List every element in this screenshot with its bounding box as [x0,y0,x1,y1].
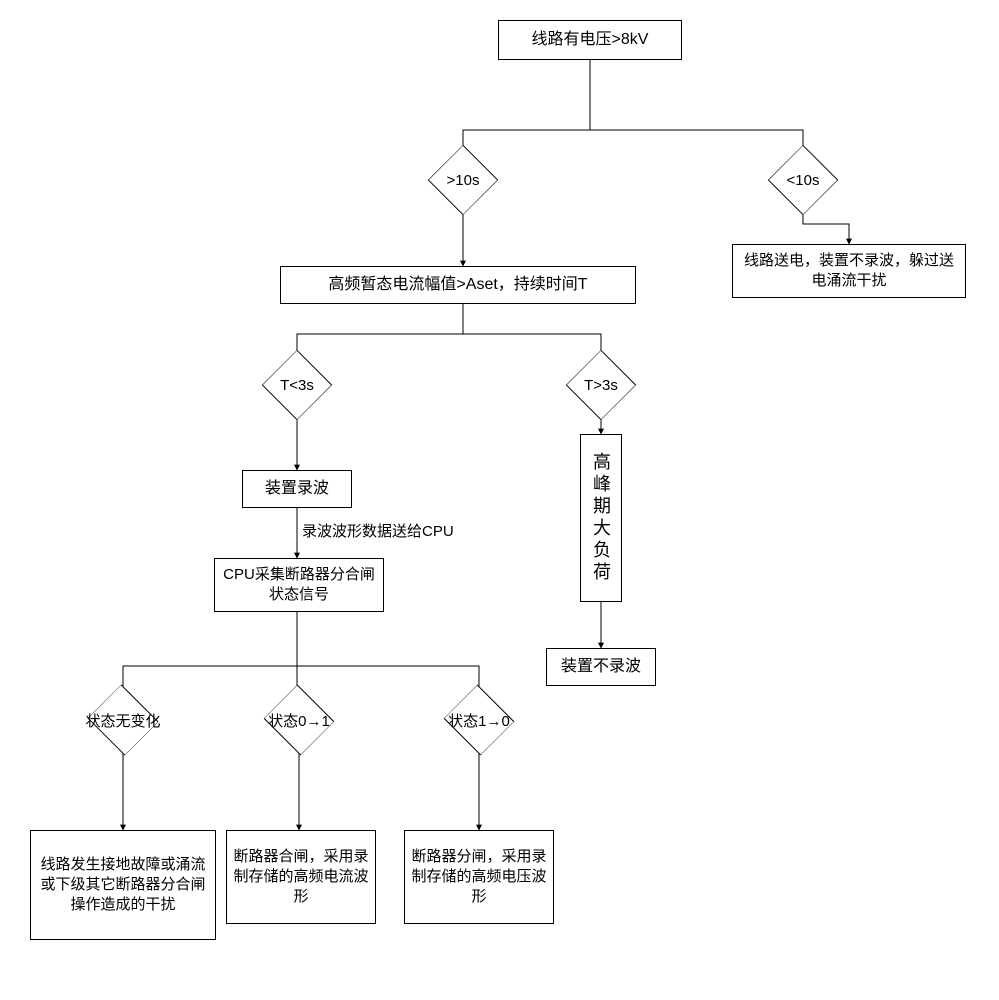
decision-lt10s: <10s [758,155,848,205]
node-label: 线路有电压>8kV [532,29,649,51]
edge-label-cpu: 录波波形数据送给CPU [302,520,454,541]
decision-state-0-1: 状态0→1 [234,696,364,744]
node-record: 装置录波 [242,470,352,508]
node-label: 状态无变化 [85,710,160,731]
node-label: 装置不录波 [561,656,641,678]
node-label: T<3s [280,377,314,394]
node-label: 装置录波 [265,478,329,500]
node-start: 线路有电压>8kV [498,20,682,60]
decision-state-1-0: 状态1→0 [414,696,544,744]
node-label: T>3s [584,377,618,394]
node-out-breaker-open: 断路器分闸，采用录制存储的高频电压波形 [404,830,554,924]
node-label: 高频暂态电流幅值>Aset，持续时间T [328,274,587,296]
node-no-record: 装置不录波 [546,648,656,686]
node-label: 高峰期大负荷 [588,452,614,584]
node-out-ground-fault: 线路发生接地故障或涌流或下级其它断路器分合闸操作造成的干扰 [30,830,216,940]
decision-t-lt3s: T<3s [252,360,342,410]
node-label: 线路发生接地故障或涌流或下级其它断路器分合闸操作造成的干扰 [37,855,209,916]
node-peak-load: 高峰期大负荷 [580,434,622,602]
node-label: >10s [447,172,480,189]
node-label: 断路器合闸，采用录制存储的高频电流波形 [233,847,369,908]
node-no-record-inrush: 线路送电，装置不录波，躲过送电涌流干扰 [732,244,966,298]
node-cpu: CPU采集断路器分合闸状态信号 [214,558,384,612]
node-label: <10s [787,172,820,189]
node-label: 断路器分闸，采用录制存储的高频电压波形 [411,847,547,908]
node-label: 线路送电，装置不录波，躲过送电涌流干扰 [739,251,959,292]
decision-state-unchanged: 状态无变化 [48,696,198,744]
node-label: 状态1→0 [448,710,510,731]
decision-gt10s: >10s [418,155,508,205]
node-label: 状态0→1 [268,710,330,731]
node-out-breaker-close: 断路器合闸，采用录制存储的高频电流波形 [226,830,376,924]
decision-t-gt3s: T>3s [556,360,646,410]
node-aset: 高频暂态电流幅值>Aset，持续时间T [280,266,636,304]
edge-label-text: 录波波形数据送给CPU [302,523,454,540]
node-label: CPU采集断路器分合闸状态信号 [221,565,377,606]
